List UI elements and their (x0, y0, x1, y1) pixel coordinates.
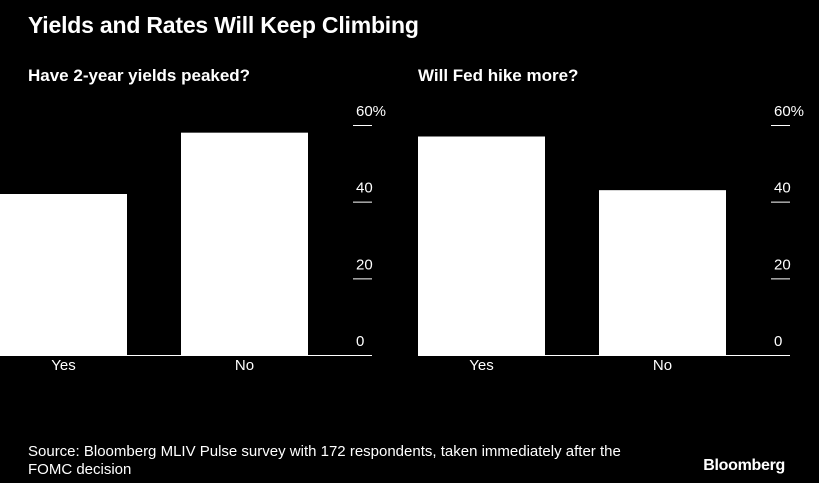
y-tick-label: 20 (356, 256, 373, 273)
bar-yes (0, 194, 127, 355)
y-tick-label: 20 (774, 256, 791, 273)
bar-chart-yields-peaked: Yes No 0 20 40 60% (0, 103, 386, 374)
x-tick-label-no: No (653, 357, 672, 374)
bar-no (181, 132, 308, 355)
y-tick-label: 40 (356, 180, 373, 197)
y-tick-label: 40 (774, 180, 791, 197)
y-tick-label: 0 (356, 333, 364, 350)
bar-no (599, 190, 726, 355)
panel-title-yields: Have 2-year yields peaked? (28, 66, 251, 85)
source-note: Source: Bloomberg MLIV Pulse survey with… (28, 443, 621, 478)
chart-title: Yields and Rates Will Keep Climbing (28, 12, 419, 38)
y-tick-label: 60% (356, 103, 386, 120)
x-tick-label-no: No (235, 357, 254, 374)
bloomberg-logo: Bloomberg (703, 457, 785, 474)
y-tick-label: 60% (774, 103, 804, 120)
bar-chart-fed-hike: Yes No 0 20 40 60% (418, 103, 804, 374)
panel-title-fed: Will Fed hike more? (418, 66, 579, 85)
x-tick-label-yes: Yes (51, 357, 75, 374)
x-tick-label-yes: Yes (469, 357, 493, 374)
y-tick-label: 0 (774, 333, 782, 350)
bar-yes (418, 136, 545, 355)
